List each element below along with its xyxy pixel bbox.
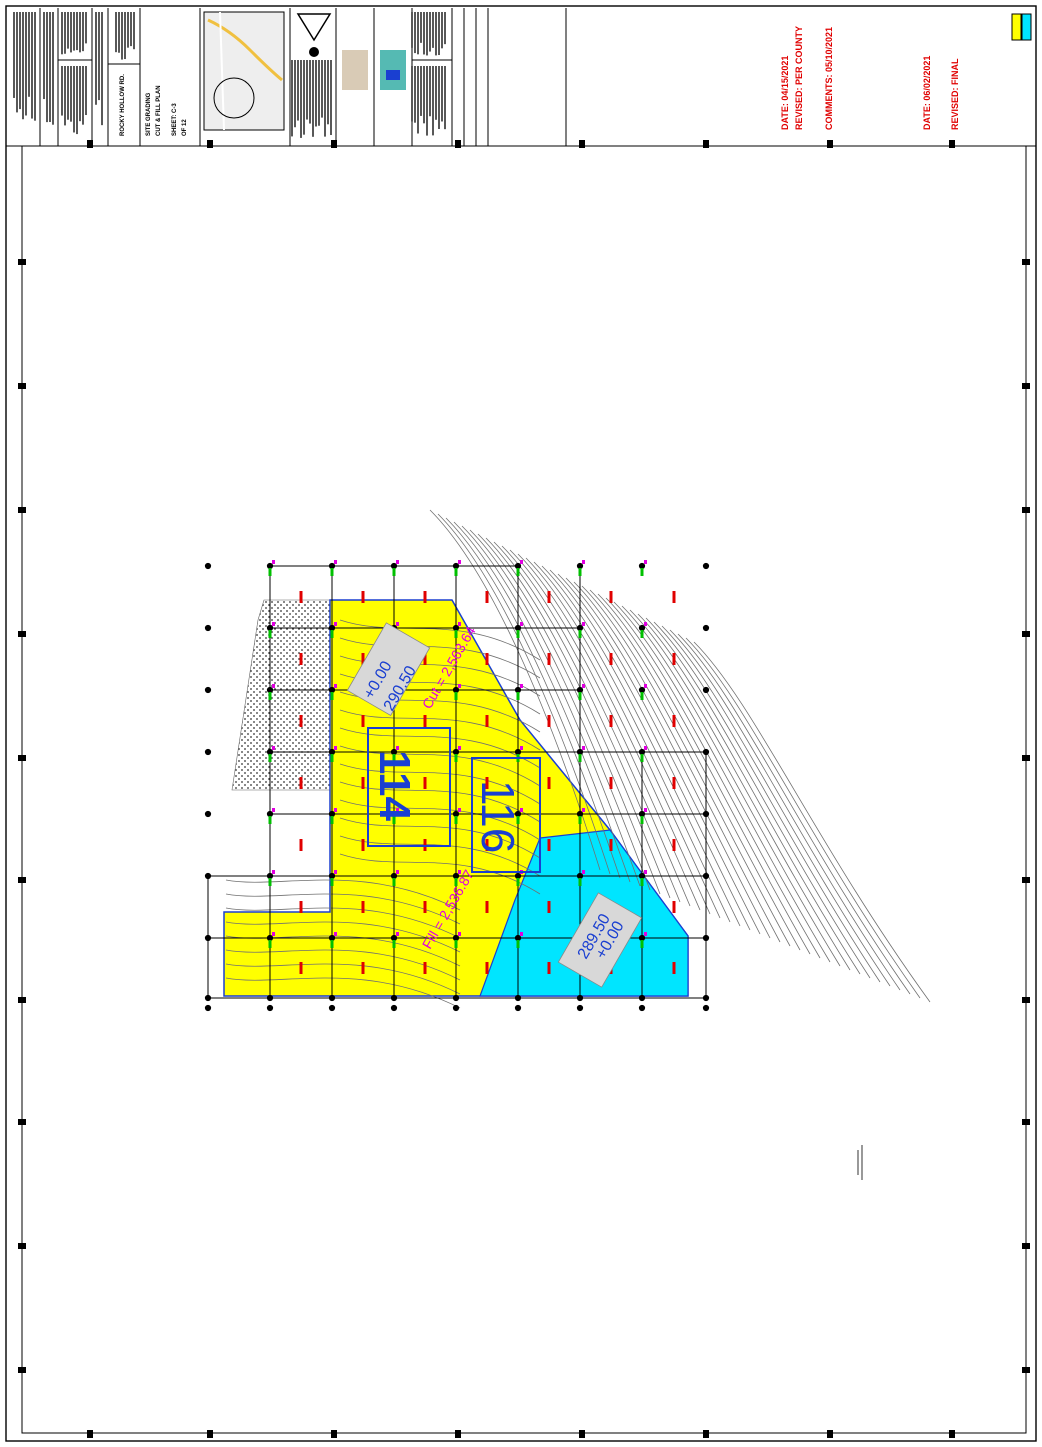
lot-number-114: 114 (370, 750, 419, 822)
revision-note: COMMENTS: 05/10/2021 (824, 27, 834, 130)
vicinity-map (204, 12, 284, 130)
north-arrow-logo (298, 14, 406, 90)
title-block-text: ROCKY HOLLOW RD. (120, 74, 126, 136)
revision-block: DATE: 04/15/2021 REVISED: PER COUNTY COM… (780, 26, 960, 130)
title-block-text: SITE GRADING (146, 92, 152, 136)
title-block-text: OF 12 (182, 119, 188, 136)
legend-swatches (1012, 14, 1031, 40)
scale-marker (858, 1145, 862, 1180)
revision-note: REVISED: FINAL (950, 58, 960, 130)
lot-number-116: 116 (472, 780, 524, 853)
title-block-text: CUT & FILL PLAN (156, 85, 162, 136)
revision-note: REVISED: PER COUNTY (794, 26, 804, 130)
revision-note: DATE: 04/15/2021 (780, 56, 790, 130)
revision-note: DATE: 06/02/2021 (922, 56, 932, 130)
title-block-text: SHEET: C-3 (172, 103, 178, 136)
